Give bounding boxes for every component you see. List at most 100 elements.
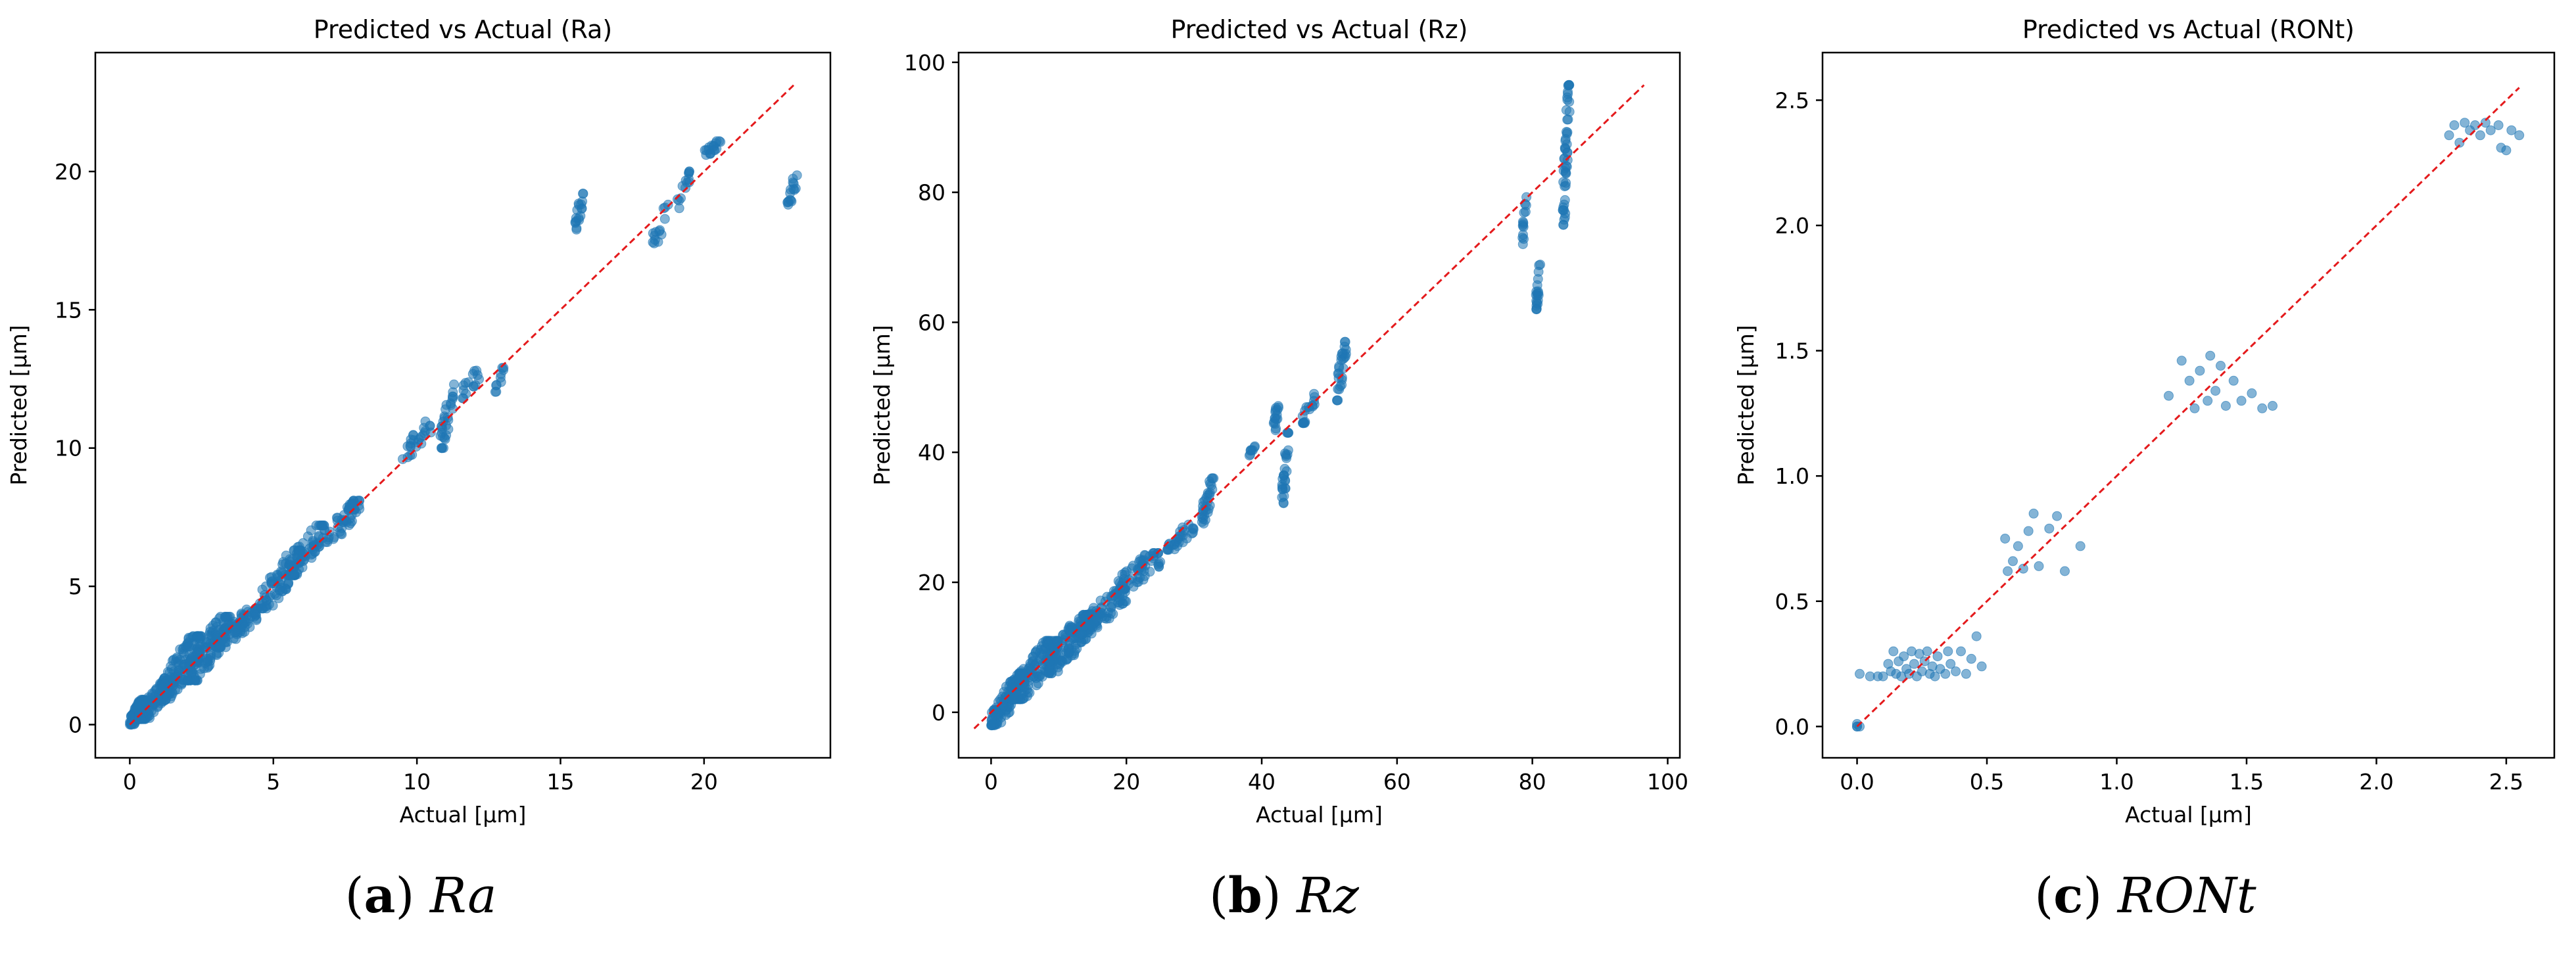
data-point [472, 370, 483, 381]
data-point [1116, 581, 1126, 592]
data-point [243, 618, 252, 629]
data-point [2257, 403, 2268, 413]
data-point [1533, 299, 1543, 309]
y-tick-label: 1.0 [1775, 463, 1809, 489]
caption-a-name: Ra [429, 868, 497, 924]
data-point [2075, 541, 2086, 551]
data-point [298, 538, 308, 548]
x-tick-label: 20 [1112, 769, 1140, 795]
caption-c-name: RONt [2117, 868, 2256, 924]
data-point [1517, 239, 1528, 249]
caption-c: (c) RONt [2034, 868, 2256, 924]
data-point [1956, 646, 1966, 657]
y-axis-label: Predicted [μm] [1733, 325, 1759, 485]
data-point [2247, 388, 2257, 398]
data-point [1028, 656, 1038, 666]
x-tick-label: 2.5 [2489, 769, 2523, 795]
data-point [2023, 526, 2034, 536]
data-point [275, 585, 285, 595]
data-point [1888, 646, 1899, 657]
data-point [1909, 659, 1919, 669]
data-point [1943, 646, 1953, 657]
data-point [1300, 417, 1310, 427]
data-point [1280, 448, 1290, 459]
data-point [1341, 344, 1351, 355]
data-point [354, 496, 364, 506]
y-tick-label: 20 [918, 570, 945, 595]
x-tick-label: 80 [1519, 769, 1546, 795]
data-point [1961, 668, 1971, 679]
data-point [172, 652, 182, 662]
data-point [1277, 492, 1287, 503]
x-tick-label: 2.0 [2359, 769, 2393, 795]
data-point [2444, 130, 2454, 141]
data-point [1951, 666, 1961, 676]
data-point [684, 168, 694, 178]
data-point [1017, 694, 1028, 705]
data-point [2501, 145, 2512, 156]
data-point [2203, 396, 2213, 406]
data-point [274, 593, 284, 603]
data-point [1560, 181, 1570, 191]
x-tick-label: 20 [690, 769, 718, 795]
data-point [306, 525, 316, 536]
data-point [1162, 544, 1173, 554]
data-point [158, 682, 168, 693]
data-point [1309, 388, 1320, 399]
y-tick-label: 80 [918, 180, 945, 206]
x-axis-label: Actual [μm] [1256, 802, 1383, 827]
data-point [1518, 218, 1529, 228]
data-point [700, 145, 710, 155]
data-point [210, 617, 221, 628]
data-point [491, 386, 502, 397]
data-point [1899, 651, 1909, 662]
y-tick-label: 1.5 [1775, 338, 1809, 364]
data-point [1562, 127, 1573, 137]
data-point [1103, 607, 1113, 618]
data-point [2034, 561, 2044, 571]
y-tick-label: 0 [932, 700, 945, 726]
data-point [1277, 484, 1287, 494]
x-tick-label: 0.0 [1840, 769, 1874, 795]
data-point [2195, 365, 2205, 376]
x-tick-label: 10 [403, 769, 431, 795]
data-point [2189, 403, 2200, 413]
data-point [1855, 721, 1865, 732]
data-point [673, 194, 682, 204]
y-tick-label: 0.0 [1775, 714, 1809, 739]
data-point [1333, 384, 1343, 394]
data-point [1307, 400, 1318, 411]
data-point [285, 570, 296, 580]
data-point [2060, 566, 2070, 576]
data-point [986, 716, 997, 726]
data-point [458, 380, 469, 390]
data-point [1563, 114, 1573, 125]
data-point [1534, 260, 1544, 271]
data-point [792, 170, 802, 181]
data-point [996, 717, 1007, 728]
panel-ra: 0 5 10 15 20 0 5 10 15 20 Predicted vs Actual (Ra)… [6, 15, 832, 827]
data-point [187, 666, 197, 677]
y-tick-label: 15 [55, 297, 82, 323]
data-point [1046, 668, 1057, 678]
point-layer [125, 136, 802, 730]
data-point [1878, 671, 1888, 682]
data-point [192, 647, 203, 658]
data-point [257, 584, 268, 595]
data-point [1277, 473, 1288, 484]
data-point [2470, 120, 2480, 130]
y-tick-label: 5 [68, 574, 82, 599]
data-point [1207, 484, 1218, 495]
data-point [1034, 671, 1045, 682]
data-point [2485, 125, 2496, 135]
data-point [1127, 573, 1137, 584]
x-tick-label: 15 [546, 769, 574, 795]
axes-frame [1821, 51, 2556, 759]
data-point [468, 381, 479, 392]
data-point [571, 224, 582, 235]
data-point [262, 595, 272, 606]
reference-line [973, 84, 1645, 730]
data-point [1146, 556, 1157, 566]
data-point [1041, 655, 1052, 666]
data-point [1127, 563, 1137, 574]
